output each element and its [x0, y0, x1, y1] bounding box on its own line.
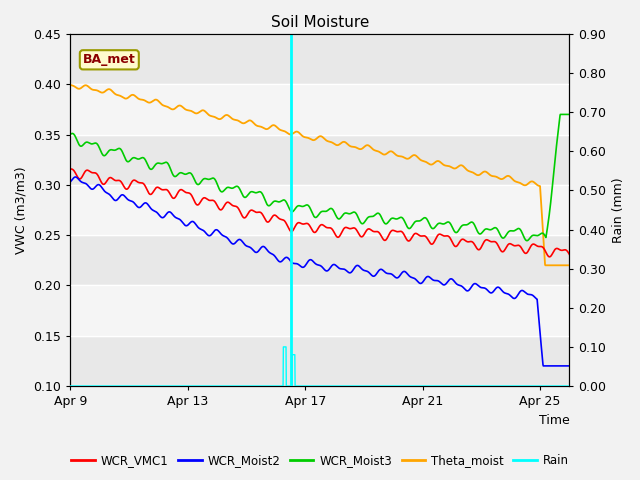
Title: Soil Moisture: Soil Moisture — [271, 15, 369, 30]
Bar — [70, 185, 570, 235]
Text: BA_met: BA_met — [83, 53, 136, 66]
Bar — [70, 84, 570, 134]
Legend: WCR_VMC1, WCR_Moist2, WCR_Moist3, Theta_moist, Rain: WCR_VMC1, WCR_Moist2, WCR_Moist3, Theta_… — [67, 449, 573, 472]
Bar — [70, 286, 570, 336]
Y-axis label: VWC (m3/m3): VWC (m3/m3) — [15, 166, 28, 254]
X-axis label: Time: Time — [539, 414, 570, 427]
Y-axis label: Rain (mm): Rain (mm) — [612, 177, 625, 243]
